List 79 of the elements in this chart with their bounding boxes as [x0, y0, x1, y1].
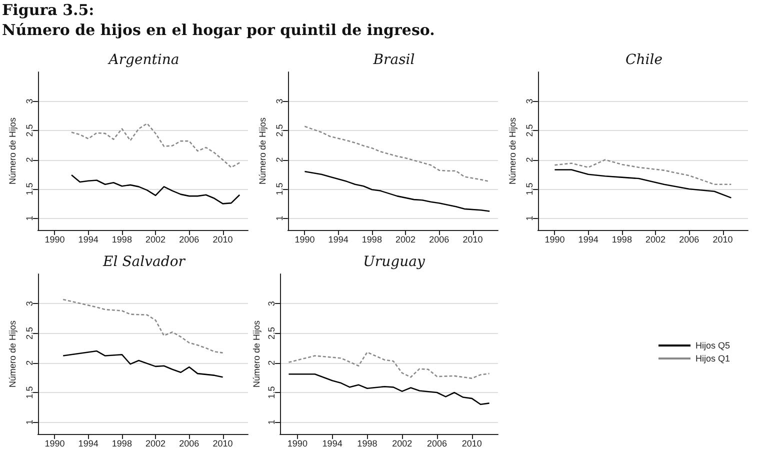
- y-tick-label: 2: [524, 157, 534, 162]
- y-tick-label: 2: [24, 360, 34, 366]
- x-tick-label: 1994: [578, 234, 598, 244]
- x-tick-label: 1990: [294, 234, 315, 244]
- y-axis-title: Número de Hijos: [252, 320, 262, 388]
- x-tick-label: 2002: [146, 234, 166, 244]
- line-series: [62, 298, 224, 354]
- x-tick-label: 1990: [44, 438, 65, 448]
- x-tick-label: 1990: [287, 438, 308, 448]
- y-tick-label: 1: [524, 216, 534, 221]
- line-series: [288, 352, 490, 379]
- y-axis-title: Número de Hijos: [8, 320, 18, 388]
- y-tick-label: 3: [24, 301, 34, 306]
- x-tick-label: 1990: [44, 234, 65, 244]
- y-tick-label: 1.5: [274, 182, 284, 196]
- x-tick-label: 2010: [212, 234, 233, 244]
- x-tick-label: 2006: [426, 438, 447, 448]
- x-tick-label: 1998: [357, 438, 378, 448]
- line-series: [70, 122, 240, 168]
- y-axis-title: Número de Hijos: [258, 116, 268, 185]
- x-tick-label: 1990: [544, 234, 565, 244]
- line-series: [304, 170, 490, 212]
- legend-label: Hijos Q1: [695, 354, 730, 364]
- chart-title: Argentina: [106, 52, 180, 68]
- chart-title: Brasil: [372, 52, 415, 68]
- chart-title: Uruguay: [363, 254, 426, 270]
- y-tick-label: 2.5: [24, 124, 34, 137]
- line-series: [62, 350, 224, 378]
- text: Figura 3.5:: [2, 1, 94, 19]
- x-tick-label: 1994: [78, 438, 98, 448]
- x-tick-label: 1994: [328, 234, 348, 244]
- x-tick-label: 1998: [362, 234, 382, 244]
- y-axis-title: Número de Hijos: [508, 116, 518, 185]
- y-tick-label: 2.5: [266, 327, 276, 340]
- x-tick-label: 2010: [462, 438, 482, 448]
- y-tick-label: 2.5: [274, 124, 284, 137]
- x-tick-label: 2010: [212, 438, 233, 448]
- x-tick-label: 2006: [179, 438, 200, 448]
- x-tick-label: 2002: [646, 234, 666, 244]
- y-tick-label: 3: [24, 98, 34, 104]
- x-tick-label: 2002: [396, 234, 416, 244]
- y-tick-label: 2: [274, 157, 284, 162]
- y-tick-label: 3: [524, 98, 534, 104]
- x-tick-label: 2010: [712, 234, 733, 244]
- y-axis-title: Número de Hijos: [8, 116, 18, 185]
- x-tick-label: 1998: [612, 234, 632, 244]
- line-series: [554, 159, 732, 186]
- y-tick-label: 1.5: [524, 182, 534, 196]
- y-tick-label: 1.5: [266, 386, 276, 399]
- line-series: [554, 169, 732, 198]
- y-tick-label: 3: [274, 98, 284, 104]
- chart-title: El Salvador: [102, 254, 186, 270]
- legend-label: Hijos Q5: [695, 340, 730, 350]
- x-tick-label: 1994: [322, 438, 342, 448]
- x-tick-label: 2010: [462, 234, 483, 244]
- x-tick-label: 2002: [392, 438, 412, 448]
- text: Número de hijos en el hogar por quintil de ingreso.: [2, 21, 435, 39]
- x-tick-label: 1998: [112, 438, 132, 448]
- x-tick-label: 1994: [78, 234, 98, 244]
- y-tick-label: 1: [274, 216, 284, 221]
- y-tick-label: 1: [24, 216, 34, 221]
- y-tick-label: 2: [24, 157, 34, 162]
- x-tick-label: 2006: [179, 234, 200, 244]
- line-series: [288, 374, 490, 406]
- y-tick-label: 1.5: [24, 386, 34, 399]
- y-tick-label: 3: [266, 301, 276, 306]
- y-tick-label: 2: [266, 360, 276, 366]
- x-tick-label: 2002: [146, 438, 166, 448]
- y-tick-label: 1.5: [24, 182, 34, 196]
- chart-title: Chile: [626, 52, 662, 68]
- line-series: [304, 126, 490, 182]
- x-tick-label: 2006: [679, 234, 700, 244]
- y-tick-label: 2.5: [524, 124, 534, 137]
- x-tick-label: 1998: [112, 234, 132, 244]
- x-tick-label: 2006: [429, 234, 450, 244]
- y-tick-label: 1: [266, 420, 276, 425]
- line-series: [70, 174, 240, 204]
- y-tick-label: 1: [24, 420, 34, 425]
- y-tick-label: 2.5: [24, 327, 34, 340]
